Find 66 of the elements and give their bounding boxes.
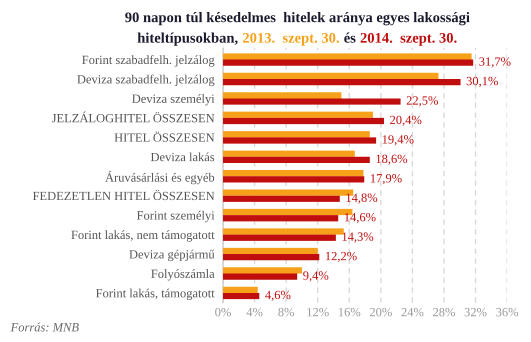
y-tick-label: Forint lakás, támogatott (96, 288, 215, 300)
x-tick-label: 0% (215, 308, 231, 316)
x-tick-label: 16% (338, 308, 360, 316)
data-label: 17,9% (370, 174, 402, 184)
bar (223, 234, 336, 241)
data-label: 30,1% (466, 76, 498, 88)
bar (223, 60, 474, 66)
y-tick-label: Deviza szabadfelh. jelzálog (77, 74, 214, 86)
text: és (344, 32, 356, 43)
x-tick-label: 32% (464, 308, 487, 316)
chart-subtitle: hiteltípusokban, (138, 32, 238, 46)
y-tick-label: FEDEZETLEN HITEL ÖSSZESEN (32, 190, 214, 200)
data-label: 22,5% (406, 96, 438, 106)
y-tick-label: Deviza személyi (132, 94, 214, 106)
bar (223, 254, 320, 260)
x-tick-label: 36% (496, 308, 518, 316)
data-label: 31,7% (479, 57, 511, 68)
y-tick-label: JELZÁLOGHITEL ÖSSZESEN (52, 112, 214, 122)
bar (223, 98, 401, 105)
data-label: 14,3% (342, 232, 374, 243)
y-tick-label: HITEL ÖSSZESEN (114, 132, 214, 142)
x-tick-label: 20% (370, 308, 392, 316)
x-tick-label: 8% (278, 308, 294, 316)
data-label: 9,4% (303, 271, 328, 282)
bar (223, 170, 364, 176)
data-label: 14,8% (346, 194, 378, 204)
chart-title: 90 napon túl késedelmes hitelek aránya egyes lakossági (125, 12, 470, 26)
bar (223, 72, 438, 79)
y-tick-label: Deviza gépjármű (129, 250, 214, 262)
bar (223, 150, 355, 157)
bar (223, 112, 373, 118)
bar (223, 228, 344, 235)
bar (223, 53, 472, 60)
bar (223, 131, 370, 138)
bar (223, 79, 461, 86)
bar (223, 267, 302, 274)
bar (223, 118, 384, 124)
y-tick-label: Forint személyi (136, 210, 214, 222)
bar (223, 292, 260, 300)
bar (223, 215, 338, 222)
y-tick-label: Forint lakás, nem támogatott (71, 230, 215, 242)
x-tick-label: 4% (246, 308, 262, 316)
text: Forrás: MNB (10, 322, 79, 332)
x-tick-label: 12% (307, 308, 329, 316)
data-label: 14,6% (344, 212, 376, 224)
bar (223, 92, 342, 98)
y-tick-label: Forint szabadfelh. jelzálog (82, 55, 214, 67)
y-tick-label: Deviza lakás (150, 152, 214, 162)
bar (223, 286, 258, 293)
bar (223, 156, 370, 164)
bar (223, 176, 364, 182)
x-tick-label: 28% (433, 308, 456, 316)
bar (223, 248, 318, 254)
data-label: 18,6% (376, 154, 408, 165)
data-label: 4,6% (265, 290, 290, 301)
y-tick-label: Áruvásárlási és egyéb (105, 170, 214, 184)
series-label: 2014. szept. 30. (360, 32, 457, 46)
x-tick-label: 24% (402, 308, 424, 316)
data-label: 12,2% (326, 252, 357, 262)
bar (223, 137, 376, 144)
data-label: 20,4% (390, 116, 422, 126)
bar (223, 273, 298, 280)
bar (223, 196, 340, 202)
series-label: 2013. szept. 30. (242, 32, 339, 46)
data-label: 19,4% (382, 135, 414, 146)
y-tick-label: Folyószámla (151, 269, 215, 281)
